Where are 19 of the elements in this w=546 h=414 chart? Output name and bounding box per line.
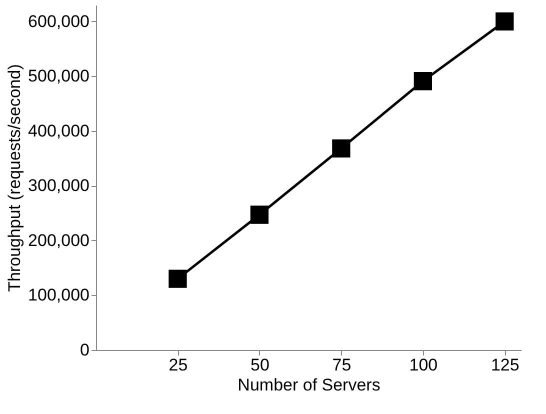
point [168,270,187,288]
y-tick-label: 600,000 [28,12,90,31]
x-axis-title: Number of Servers [238,376,380,394]
y-tick-label: 500,000 [28,66,90,86]
x-tick-label: 75 [332,356,352,374]
point [414,72,432,90]
point [250,206,269,224]
x-tick-label: 125 [490,356,520,374]
y-axis-title: Throughput (requests/second) [5,64,24,292]
point [496,12,514,31]
y-tick-label: 200,000 [28,230,90,250]
x-tick-label: 50 [250,356,270,374]
x-tick-label: 25 [168,356,188,374]
y-tick-label: 400,000 [28,121,90,140]
y-tick-label: 0 [80,340,90,360]
y-tick-label: 100,000 [28,286,90,305]
x-tick-label: 100 [409,356,438,374]
y-tick-label: 300,000 [28,176,90,196]
point [332,139,350,158]
